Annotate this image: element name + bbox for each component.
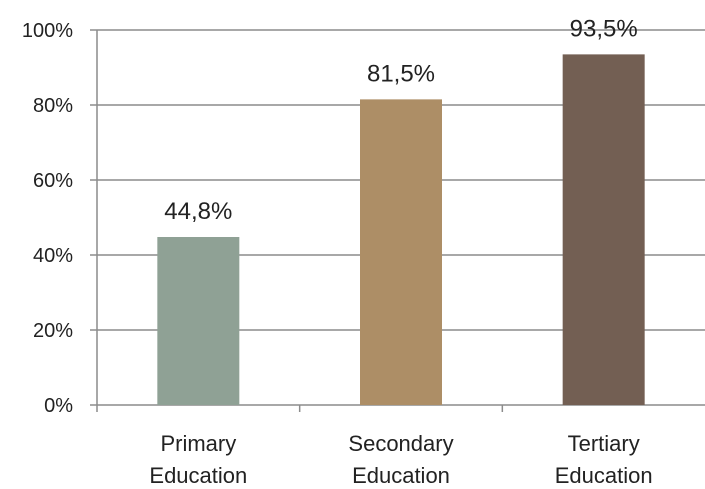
data-label: 44,8% [164, 198, 232, 225]
y-tick-label: 20% [33, 320, 73, 342]
x-category-label: Education [555, 463, 653, 488]
y-tick-label: 0% [44, 395, 73, 417]
bar [157, 237, 240, 405]
data-label: 93,5% [570, 15, 638, 42]
x-category-label: Education [352, 463, 450, 488]
y-tick-label: 80% [33, 95, 73, 117]
x-category-label: Secondary [348, 431, 453, 456]
x-category-label: Education [149, 463, 247, 488]
x-category-label: Primary [160, 431, 236, 456]
bar [360, 99, 442, 405]
y-tick-label: 100% [22, 20, 73, 42]
y-tick-label: 40% [33, 245, 73, 267]
bar [562, 54, 645, 405]
data-label: 81,5% [367, 60, 435, 87]
x-category-label: Tertiary [568, 431, 640, 456]
y-tick-label: 60% [33, 170, 73, 192]
